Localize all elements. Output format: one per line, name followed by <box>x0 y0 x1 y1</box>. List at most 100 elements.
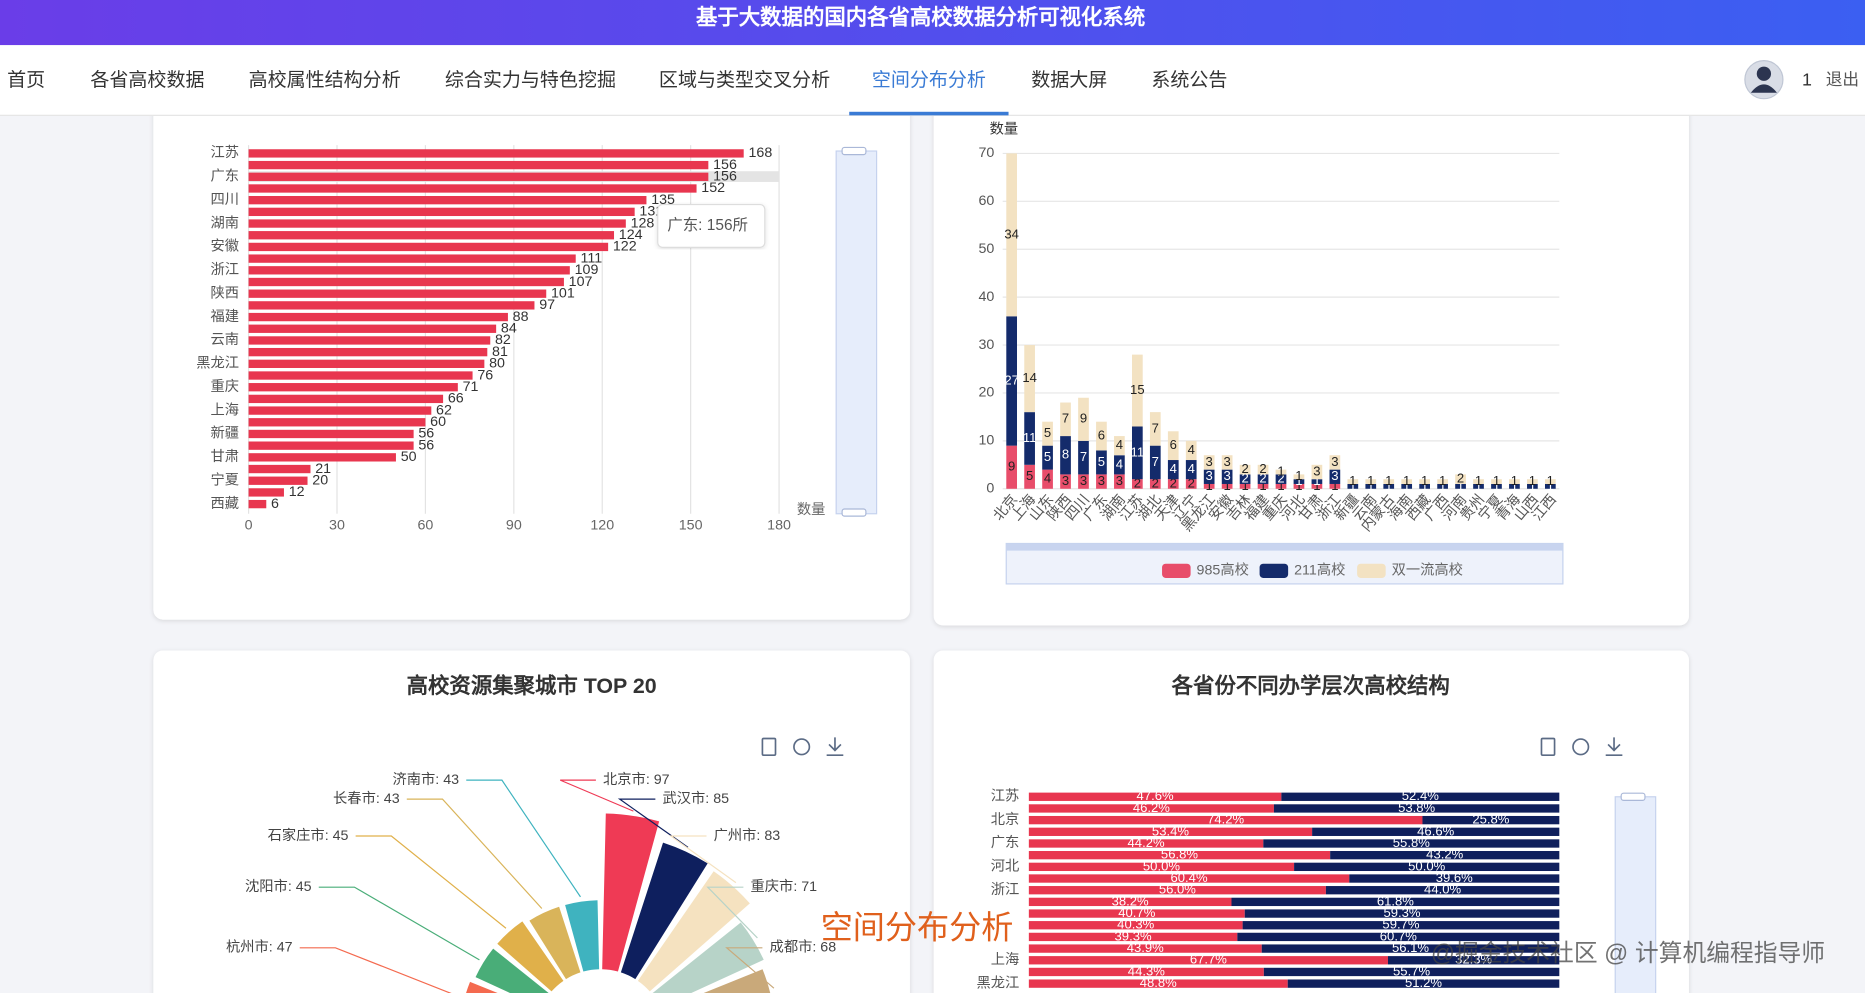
view-data-icon[interactable] <box>1540 737 1556 756</box>
bar-segment <box>1419 479 1431 484</box>
bar <box>248 429 414 439</box>
bar-segment <box>1263 967 1560 977</box>
view-data-icon[interactable] <box>761 737 777 756</box>
bar-segment <box>1401 483 1413 489</box>
nav-item[interactable]: 首页 <box>7 69 45 91</box>
avatar-head <box>1756 66 1772 81</box>
value-label: 48.8% <box>1140 975 1177 990</box>
bar-segment <box>1096 474 1107 489</box>
bar-segment <box>1185 479 1197 489</box>
restore-icon[interactable] <box>793 738 811 756</box>
value-label: 4 <box>1116 437 1123 452</box>
value-label: 2 <box>1152 475 1159 490</box>
nav-item[interactable]: 数据大屏 <box>1031 69 1107 91</box>
nav-item[interactable]: 区域与类型交叉分析 <box>659 69 830 91</box>
value-label: 101 <box>551 285 575 301</box>
leader-line <box>318 886 480 961</box>
app-chrome: 基于大数据的国内各省高校数据分析可视化系统 首页 各省高校数据 高校属性结构分析 综合… <box>0 0 1865 116</box>
value-label: 1 <box>1313 478 1320 493</box>
value-label: 109 <box>575 262 599 278</box>
value-label: 111 <box>580 250 602 266</box>
restore-icon[interactable] <box>1572 738 1590 756</box>
bar-segment <box>1491 479 1502 484</box>
y-tick-label: 甘肃 <box>211 448 240 465</box>
bar-segment <box>1473 483 1484 489</box>
legend-label[interactable]: 双一流高校 <box>1392 562 1463 579</box>
bar-segment <box>1281 792 1560 801</box>
zoom-bar[interactable] <box>1006 543 1563 551</box>
data-label: 广州市: 83 <box>714 827 781 844</box>
legend-swatch <box>1162 563 1191 578</box>
legend-label[interactable]: 211高校 <box>1294 562 1345 579</box>
value-label: 3 <box>1080 473 1087 488</box>
value-label: 3 <box>1331 454 1338 469</box>
value-label: 2 <box>1277 471 1284 486</box>
zoom-handle[interactable] <box>1620 792 1646 801</box>
value-label: 1 <box>1385 478 1392 493</box>
value-label: 1 <box>1313 473 1320 488</box>
zoom-handle[interactable] <box>841 146 867 156</box>
bar <box>248 207 635 217</box>
y-tick-label: 福建 <box>211 308 240 325</box>
y-tick-label: 江苏 <box>211 144 240 161</box>
nav-item[interactable]: 系统公告 <box>1151 69 1227 91</box>
value-label: 3 <box>1116 473 1123 488</box>
bar-segment <box>1060 402 1071 437</box>
bar-segment <box>1419 483 1431 489</box>
value-label: 11 <box>1023 430 1037 445</box>
zoom-handle[interactable] <box>841 508 867 517</box>
zoom-slider[interactable] <box>1614 796 1657 993</box>
bar-segment <box>1006 316 1018 446</box>
bar-segment <box>1131 479 1143 489</box>
value-label: 6 <box>271 496 279 512</box>
y-tick-label: 四川 <box>211 192 240 208</box>
panel <box>933 95 1689 626</box>
bar-segment <box>1275 474 1287 484</box>
bar-segment <box>1024 412 1035 465</box>
y-tick-label: 40 <box>978 289 994 305</box>
value-label: 1 <box>1385 473 1392 488</box>
nav-item[interactable]: 各省高校数据 <box>90 69 204 91</box>
value-label: 50.0% <box>1143 858 1180 873</box>
zoom-slider[interactable] <box>835 150 878 515</box>
logout[interactable]: 退出 <box>1826 70 1859 89</box>
value-label: 156 <box>713 157 737 173</box>
y-tick-label: 黑龙江 <box>196 355 239 372</box>
bar-segment <box>1311 464 1323 480</box>
value-label: 3 <box>1206 468 1213 483</box>
bar <box>248 242 609 252</box>
download-icon[interactable] <box>826 737 844 756</box>
value-label: 82 <box>495 332 511 348</box>
legend-label[interactable]: 985高校 <box>1197 562 1249 579</box>
value-label: 55.8% <box>1393 835 1430 850</box>
value-label: 9 <box>1008 459 1015 474</box>
bar-segment <box>1365 483 1377 489</box>
nav-item[interactable]: 综合实力与特色挖掘 <box>445 69 616 91</box>
value-label: 168 <box>748 145 772 161</box>
data-label: 北京市: 97 <box>603 771 670 788</box>
bar-segment <box>1387 956 1560 965</box>
value-label: 52.4% <box>1402 788 1439 803</box>
y-axis-label: 数量 <box>990 120 1019 137</box>
bar-segment <box>1028 874 1350 883</box>
bar-segment <box>1293 479 1305 484</box>
chart-title: 各省份不同办学层次高校结构 <box>1171 673 1450 698</box>
value-label: 1 <box>1421 473 1428 488</box>
bar <box>248 231 615 240</box>
bar-segment <box>1028 944 1262 953</box>
download-icon[interactable] <box>1605 737 1623 756</box>
leader-line <box>466 779 581 898</box>
bar-segment <box>1028 897 1232 907</box>
value-label: 1 <box>1529 473 1536 488</box>
value-label: 46.6% <box>1417 823 1454 838</box>
bar <box>248 441 414 450</box>
bar <box>248 160 709 170</box>
bar <box>248 394 444 404</box>
nav-item[interactable]: 空间分布分析 <box>872 69 986 91</box>
value-label: 50 <box>401 449 417 465</box>
value-label: 4 <box>1170 461 1177 476</box>
nav-item[interactable]: 高校属性结构分析 <box>249 69 401 91</box>
value-label: 1 <box>1295 473 1302 488</box>
bar <box>248 184 697 193</box>
bar <box>248 254 576 263</box>
